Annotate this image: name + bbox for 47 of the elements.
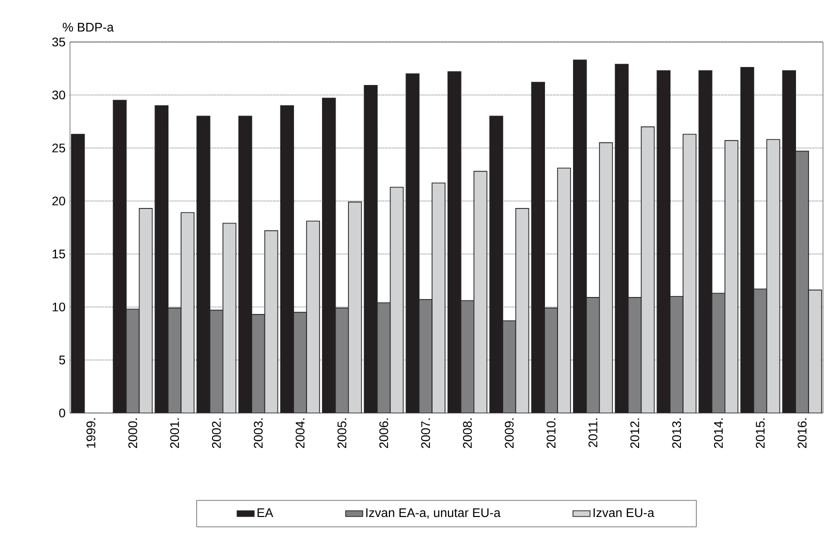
x-tick-label: 2003. — [254, 418, 263, 448]
bar — [557, 168, 571, 413]
x-tick-label: 2010. — [546, 418, 556, 448]
x-tick-label: 2012. — [630, 418, 640, 448]
bar — [138, 208, 153, 413]
bar — [222, 222, 236, 413]
bar — [432, 182, 446, 413]
x-tick-label: 2002. — [212, 418, 221, 448]
bar — [515, 208, 530, 413]
y-tick-label: 30 — [52, 90, 66, 100]
bar — [766, 139, 780, 413]
x-tick-label: 2009. — [504, 418, 514, 448]
x-tick-label: 2013. — [672, 418, 682, 448]
y-tick-label: 25 — [52, 144, 66, 152]
bar — [808, 290, 822, 413]
y-tick-label: 20 — [52, 196, 66, 206]
x-tick-label: 2008. — [463, 418, 472, 448]
x-tick-label: 2001. — [170, 418, 180, 448]
bar — [348, 202, 362, 413]
legend-label: Izvan EA-a, unutar EU-a — [366, 508, 501, 519]
bar — [306, 220, 320, 413]
legend-label: EA — [258, 508, 274, 517]
x-tick-label: 2007. — [421, 418, 430, 448]
x-tick-label: 2005. — [338, 418, 346, 448]
x-tick-label: 2006. — [379, 418, 388, 448]
bar — [180, 212, 194, 413]
y-tick-label: 15 — [52, 250, 66, 258]
bar — [640, 126, 655, 413]
legend-label: Izvan EU-a — [594, 508, 654, 518]
x-tick-label: 2004. — [296, 418, 305, 448]
x-tick-label: 2014. — [714, 418, 723, 448]
y-axis-title: % BDP-a — [62, 22, 114, 32]
x-tick-label: 2016. — [798, 418, 807, 448]
x-tick-label: 2000. — [128, 418, 138, 448]
bar — [390, 186, 404, 413]
y-tick-label: 5 — [59, 356, 66, 364]
x-tick-label: 1999. — [86, 418, 96, 448]
bar — [474, 170, 488, 413]
x-tick-label: 2015. — [756, 418, 765, 448]
bar — [682, 134, 696, 413]
bar — [599, 142, 613, 413]
bar — [724, 140, 738, 413]
y-tick-label: 10 — [52, 302, 66, 312]
bar — [264, 230, 278, 413]
y-tick-label: 35 — [52, 38, 66, 46]
y-tick-label: 0 — [59, 408, 66, 418]
x-tick-label: 2011. — [588, 418, 598, 448]
